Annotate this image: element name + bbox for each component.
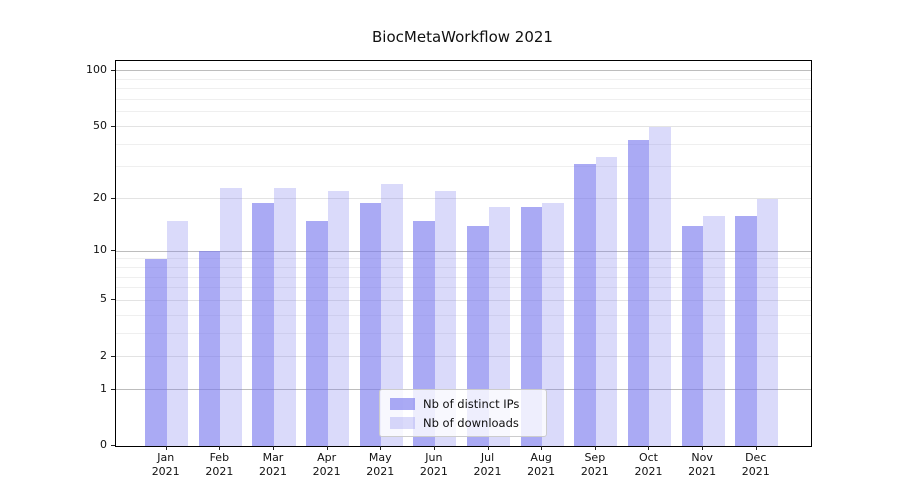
y-tick-mark-20: [111, 197, 115, 199]
y-tick-label-100: 100: [86, 62, 107, 76]
y-tick-mark-100: [111, 69, 115, 71]
gridline-y-10: [116, 250, 811, 252]
x-tick-label-jul-2021: Jul 2021: [473, 451, 502, 478]
gridline-y-2: [116, 356, 811, 358]
bar-nb-of-downloads-feb-2021: [220, 187, 242, 446]
y-tick-label-2: 2: [100, 348, 107, 362]
y-tick-mark-5: [111, 299, 115, 301]
bar-nb-of-distinct-ips-jan-2021: [145, 258, 167, 446]
y-tick-mark-10: [111, 250, 115, 252]
x-tick-label-nov-2021: Nov 2021: [688, 451, 717, 478]
bar-nb-of-distinct-ips-nov-2021: [681, 225, 704, 446]
gridline-y-8: [116, 266, 811, 268]
legend-label-distinct-ips: Nb of distinct IPs: [423, 396, 520, 411]
gridline-y-20: [116, 198, 811, 200]
legend-swatch-distinct-ips: [390, 397, 415, 410]
plot-area: Nb of distinct IPs Nb of downloads: [115, 60, 812, 447]
bar-nb-of-downloads-mar-2021: [273, 187, 296, 446]
gridline-y-3: [116, 332, 811, 334]
x-tick-mark-jan-2021: [165, 446, 167, 450]
x-tick-mark-oct-2021: [648, 446, 650, 450]
bar-nb-of-downloads-dec-2021: [756, 198, 779, 446]
y-tick-mark-50: [111, 125, 115, 127]
x-tick-mark-apr-2021: [326, 446, 328, 450]
bar-nb-of-downloads-nov-2021: [703, 215, 725, 446]
gridline-y-30: [116, 166, 811, 168]
gridline-y-7: [116, 276, 811, 278]
x-tick-label-mar-2021: Mar 2021: [258, 451, 287, 478]
bar-nb-of-distinct-ips-oct-2021: [627, 140, 650, 446]
bar-nb-of-downloads-apr-2021: [327, 191, 350, 446]
x-tick-label-may-2021: May 2021: [366, 451, 395, 478]
chart-title: BiocMetaWorkflow 2021: [372, 28, 553, 46]
x-tick-mark-dec-2021: [755, 446, 757, 450]
x-tick-mark-aug-2021: [541, 446, 543, 450]
legend: Nb of distinct IPs Nb of downloads: [379, 389, 547, 437]
y-tick-mark-2: [111, 355, 115, 357]
y-tick-label-50: 50: [93, 118, 107, 132]
y-tick-label-5: 5: [100, 292, 107, 306]
legend-item-distinct-ips: Nb of distinct IPs: [390, 397, 546, 411]
gridline-y-100: [116, 70, 811, 72]
bar-nb-of-distinct-ips-may-2021: [359, 202, 382, 446]
legend-label-downloads: Nb of downloads: [423, 415, 519, 430]
y-tick-label-10: 10: [93, 243, 107, 257]
y-tick-label-20: 20: [93, 190, 107, 204]
x-tick-label-sep-2021: Sep 2021: [580, 451, 609, 478]
x-tick-mark-mar-2021: [272, 446, 274, 450]
bar-nb-of-downloads-jan-2021: [166, 220, 189, 446]
y-tick-mark-1: [111, 388, 115, 390]
gridline-y-70: [116, 99, 811, 101]
x-tick-label-jun-2021: Jun 2021: [419, 451, 448, 478]
bar-nb-of-downloads-jul-2021: [488, 206, 511, 446]
legend-item-downloads: Nb of downloads: [390, 416, 546, 430]
bar-nb-of-distinct-ips-feb-2021: [198, 251, 221, 446]
bar-nb-of-distinct-ips-apr-2021: [306, 220, 328, 446]
x-tick-label-aug-2021: Aug 2021: [527, 451, 556, 478]
gridline-y-4: [116, 314, 811, 316]
x-tick-mark-feb-2021: [219, 446, 221, 450]
x-tick-label-feb-2021: Feb 2021: [205, 451, 234, 478]
legend-swatch-downloads: [390, 416, 415, 429]
y-tick-label-1: 1: [100, 381, 107, 395]
x-tick-mark-nov-2021: [702, 446, 704, 450]
gridline-y-50: [116, 126, 811, 127]
x-tick-label-oct-2021: Oct 2021: [634, 451, 663, 478]
bar-nb-of-distinct-ips-mar-2021: [252, 202, 274, 446]
x-tick-mark-may-2021: [380, 446, 382, 450]
y-tick-label-0: 0: [100, 438, 107, 451]
gridline-y-40: [116, 143, 811, 145]
x-tick-label-apr-2021: Apr 2021: [312, 451, 341, 478]
gridline-y-5: [116, 299, 811, 301]
gridline-y-9: [116, 258, 811, 260]
gridline-y-6: [116, 287, 811, 289]
bar-nb-of-distinct-ips-aug-2021: [520, 206, 543, 446]
bar-nb-of-downloads-oct-2021: [649, 126, 672, 446]
gridline-y-60: [116, 111, 811, 113]
bar-nb-of-distinct-ips-sep-2021: [574, 164, 596, 446]
bar-nb-of-downloads-may-2021: [381, 184, 403, 446]
x-tick-mark-jun-2021: [433, 446, 435, 450]
bar-nb-of-downloads-aug-2021: [542, 202, 564, 446]
x-tick-label-jan-2021: Jan 2021: [151, 451, 180, 478]
x-tick-mark-sep-2021: [594, 446, 596, 450]
bar-nb-of-downloads-jun-2021: [434, 191, 457, 446]
bar-nb-of-distinct-ips-dec-2021: [735, 215, 757, 446]
bar-nb-of-downloads-sep-2021: [595, 157, 618, 446]
x-tick-label-dec-2021: Dec 2021: [741, 451, 770, 478]
x-tick-mark-jul-2021: [487, 446, 489, 450]
y-tick-mark-0: [111, 445, 115, 446]
gridline-y-80: [116, 88, 811, 90]
gridline-y-90: [116, 78, 811, 80]
